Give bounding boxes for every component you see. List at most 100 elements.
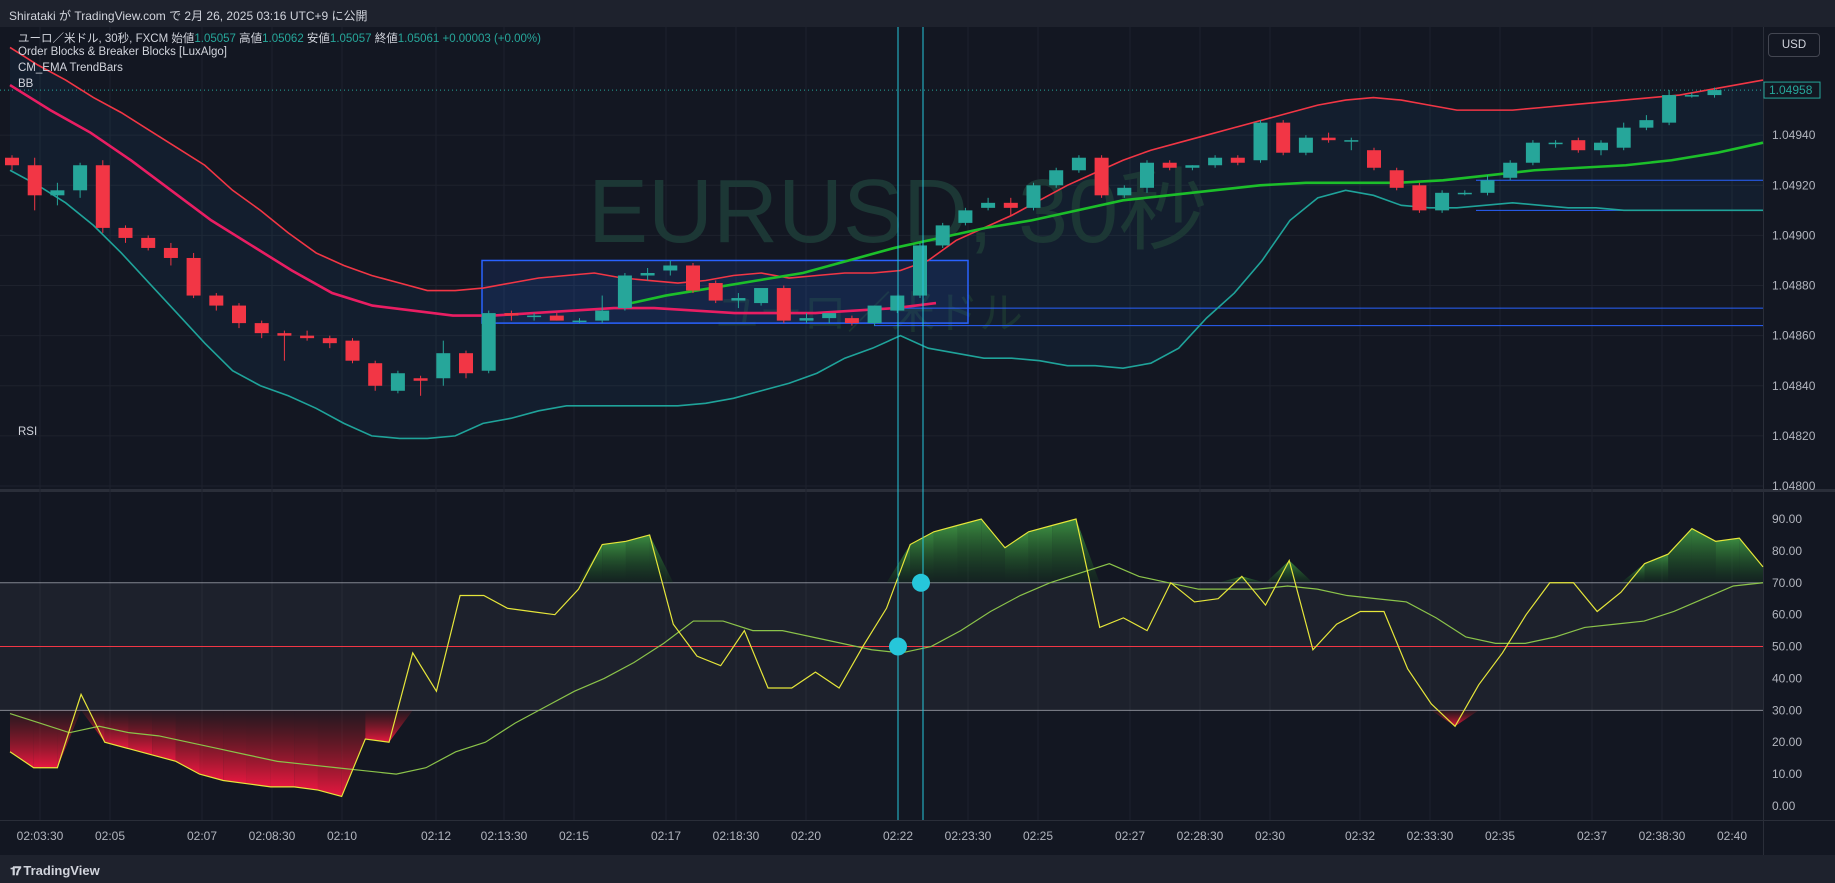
rsi-overbought-fill bbox=[1739, 538, 1763, 583]
indicator-order-blocks[interactable]: Order Blocks & Breaker Blocks [LuxAlgo] bbox=[18, 46, 227, 58]
candle-body bbox=[300, 335, 315, 339]
candle bbox=[663, 260, 678, 276]
x-tick-label: 02:35 bbox=[1485, 829, 1515, 843]
candle bbox=[1208, 155, 1223, 168]
chart-area[interactable]: EURUSD, 30秒ユーロ／米ドル 02:03:3002:0502:0702:… bbox=[0, 27, 1835, 855]
rsi-tick-label: 90.00 bbox=[1772, 512, 1802, 526]
candle bbox=[1140, 160, 1154, 193]
candle bbox=[935, 222, 950, 248]
candle-body bbox=[890, 295, 905, 311]
rsi-line bbox=[9, 518, 1764, 798]
candle bbox=[186, 252, 201, 299]
footer-bar: 𝟏𝟕 TradingView bbox=[0, 855, 1835, 883]
tradingview-logo[interactable]: 𝟏𝟕 TradingView bbox=[10, 863, 100, 879]
rsi-oversold-fill bbox=[81, 710, 105, 743]
candle bbox=[731, 293, 746, 309]
candle-body bbox=[118, 227, 133, 238]
candle bbox=[754, 288, 769, 306]
candle bbox=[1117, 185, 1132, 198]
candle bbox=[277, 330, 292, 361]
candle bbox=[844, 315, 859, 326]
candle-body bbox=[1525, 142, 1540, 163]
candle bbox=[345, 338, 360, 364]
candle bbox=[481, 310, 496, 374]
candle-body bbox=[1684, 95, 1699, 97]
candle bbox=[50, 182, 65, 206]
candle bbox=[799, 313, 814, 324]
chart-canvas[interactable]: EURUSD, 30秒ユーロ／米ドル 02:03:3002:0502:0702:… bbox=[0, 27, 1835, 855]
candle bbox=[549, 313, 564, 321]
candle-body bbox=[595, 310, 610, 321]
candle bbox=[890, 295, 905, 314]
candle-body bbox=[1253, 122, 1268, 161]
candle bbox=[572, 318, 587, 324]
rsi-oversold-fill bbox=[33, 710, 58, 768]
rsi-overbought-fill bbox=[1620, 563, 1645, 583]
rsi-overbought-fill bbox=[1028, 525, 1053, 583]
candle bbox=[1503, 160, 1518, 181]
rsi-overbought-fill bbox=[1289, 560, 1313, 583]
candle-body bbox=[1117, 187, 1132, 196]
candle bbox=[27, 157, 42, 211]
indicator-ema-trendbars[interactable]: CM_EMA TrendBars bbox=[18, 62, 123, 74]
candle-body bbox=[27, 165, 42, 196]
candle-body bbox=[1662, 95, 1677, 123]
candle bbox=[1253, 120, 1268, 163]
currency-button[interactable]: USD bbox=[1768, 33, 1820, 57]
rsi-oversold-fill bbox=[199, 710, 224, 781]
candle bbox=[390, 370, 405, 394]
candle-body bbox=[1412, 185, 1427, 211]
candle bbox=[1230, 155, 1245, 166]
rsi-tick-label: 50.00 bbox=[1772, 640, 1802, 654]
rsi-overbought-fill bbox=[1644, 554, 1669, 583]
rsi-tick-label: 20.00 bbox=[1772, 735, 1802, 749]
rsi-oversold-fill bbox=[365, 710, 390, 743]
price-tick-label: 1.04840 bbox=[1772, 379, 1816, 393]
x-tick-label: 02:05 bbox=[95, 829, 125, 843]
rsi-pane-label[interactable]: RSI bbox=[18, 426, 38, 438]
candle bbox=[163, 242, 178, 266]
last-price-box bbox=[1763, 81, 1821, 99]
candle bbox=[867, 305, 882, 326]
candle bbox=[527, 313, 542, 321]
candle bbox=[5, 155, 19, 171]
candle-body bbox=[1367, 150, 1381, 168]
legend-open-label: 始値 bbox=[171, 33, 195, 45]
rsi-tick-label: 0.00 bbox=[1772, 799, 1796, 813]
candle bbox=[913, 242, 927, 299]
x-tick-label: 02:30 bbox=[1255, 829, 1285, 843]
x-tick-label: 02:28:30 bbox=[1177, 829, 1224, 843]
x-tick-label: 02:25 bbox=[1023, 829, 1053, 843]
candle-body bbox=[913, 245, 927, 296]
price-tick-label: 1.04820 bbox=[1772, 429, 1816, 443]
candle-body bbox=[209, 295, 224, 306]
candle-body bbox=[754, 288, 769, 304]
candle bbox=[1162, 160, 1177, 171]
candle-body bbox=[617, 275, 632, 309]
x-tick-label: 02:15 bbox=[559, 829, 589, 843]
candle bbox=[1412, 182, 1427, 213]
candle bbox=[322, 335, 337, 349]
candle bbox=[1594, 140, 1608, 156]
candle-body bbox=[1003, 202, 1018, 208]
publish-text: Shirataki が TradingView.com で 2月 26, 202… bbox=[9, 9, 368, 23]
legend-close-label: 終値 bbox=[374, 33, 398, 45]
indicator-bb[interactable]: BB bbox=[18, 78, 34, 90]
price-tick-label: 1.04940 bbox=[1772, 128, 1816, 142]
candle-body bbox=[1298, 137, 1313, 153]
rsi-overbought-fill bbox=[649, 534, 674, 583]
rsi-oversold-fill bbox=[223, 710, 247, 784]
tv-logo-icon: 𝟏𝟕 bbox=[10, 864, 21, 878]
candle-body bbox=[345, 340, 360, 361]
candle-body bbox=[413, 378, 428, 381]
bb-fill bbox=[10, 47, 1763, 439]
candle bbox=[1571, 137, 1586, 153]
candle-body bbox=[232, 305, 246, 324]
legend-symbol: ユーロ／米ドル, 30秒, FXCM bbox=[18, 33, 169, 45]
candle bbox=[1435, 190, 1450, 213]
candle-body bbox=[958, 210, 973, 223]
candle-body bbox=[186, 257, 201, 296]
rsi-oversold-fill bbox=[152, 710, 176, 762]
candle bbox=[776, 285, 791, 324]
candle bbox=[1094, 155, 1109, 198]
